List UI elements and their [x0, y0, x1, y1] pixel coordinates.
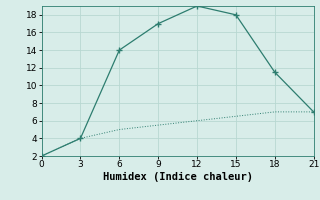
X-axis label: Humidex (Indice chaleur): Humidex (Indice chaleur) — [103, 172, 252, 182]
